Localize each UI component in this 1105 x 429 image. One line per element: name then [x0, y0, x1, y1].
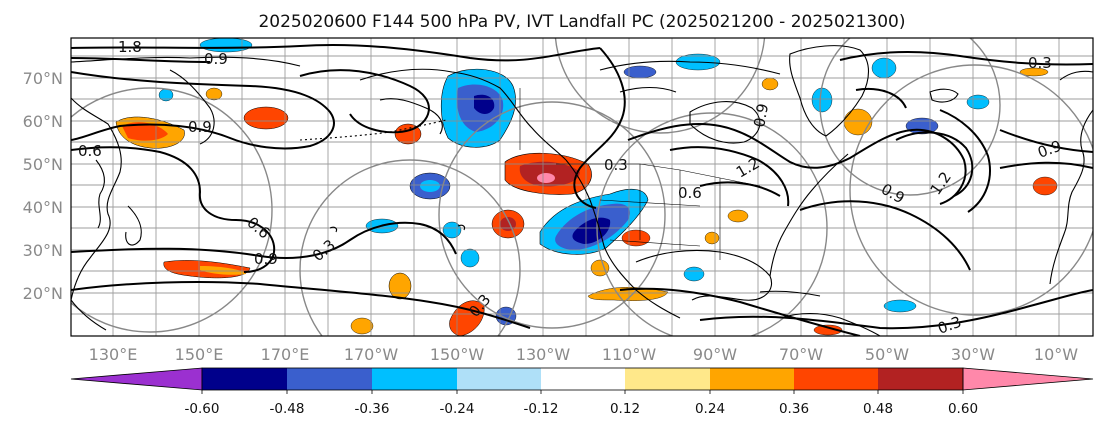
map-frame — [70, 37, 1094, 337]
colorbar-tick-label: -0.48 — [270, 401, 305, 417]
lon-label: 130°E — [89, 345, 138, 364]
lat-label: 70°N — [23, 69, 63, 88]
colorbar-segment — [457, 368, 541, 390]
colorbar-extend-max — [962, 367, 1094, 391]
coastlines — [71, 45, 1093, 336]
lon-label: 170°E — [261, 345, 310, 364]
range-circles — [71, 38, 1093, 336]
colorbar-segments — [70, 367, 1094, 391]
lon-label: 150°E — [175, 345, 224, 364]
lon-label: 130°W — [516, 345, 571, 364]
colorbar-segment — [541, 368, 625, 390]
lon-label: 10°W — [1034, 345, 1078, 364]
lon-label: 110°W — [602, 345, 657, 364]
lon-label: 30°W — [951, 345, 995, 364]
colorbar-segment — [710, 368, 794, 390]
contour-label: 0.9 — [750, 102, 772, 129]
lon-label: 170°W — [344, 345, 399, 364]
contour-label: 0.6 — [678, 184, 702, 202]
colorbar-tick-label: 0.24 — [695, 401, 725, 417]
colorbar-segment — [372, 368, 457, 390]
colorbar-tick-label: 0.48 — [863, 401, 893, 417]
contour-label: 1.8 — [118, 38, 142, 56]
colorbar-tick-label: -0.36 — [355, 401, 390, 417]
colorbar-extend-min — [70, 367, 203, 391]
colorbar-segment — [287, 368, 372, 390]
colorbar-segment — [794, 368, 878, 390]
lon-label: 90°W — [693, 345, 737, 364]
colorbar-tick-label: 0.60 — [948, 401, 978, 417]
figure-title: 2025020600 F144 500 hPa PV, IVT Landfall… — [258, 12, 905, 32]
contour-label: 0.6 — [78, 142, 102, 160]
lat-label: 50°N — [23, 155, 63, 174]
contour-label: 0.3 — [604, 156, 628, 174]
lon-label: 70°W — [779, 345, 823, 364]
pc-contours — [71, 43, 1093, 336]
colorbar-segment — [878, 368, 963, 390]
lat-label: 30°N — [23, 241, 63, 260]
graticule — [71, 38, 1093, 336]
colorbar-ticks — [201, 390, 964, 394]
colorbar-tick-label: -0.24 — [440, 401, 475, 417]
lon-label: 50°W — [865, 345, 909, 364]
contour-label: 0.3 — [935, 313, 964, 338]
map-panel: 1.8 0.9 0.6 0.6 0.9 0.3 0.3 0.3 0.6 1.2 … — [70, 37, 1094, 338]
lat-label: 40°N — [23, 198, 63, 217]
contour-label: 0.9 — [204, 50, 228, 68]
colorbar-tick-label: 0.12 — [610, 401, 640, 417]
lon-label: 150°W — [430, 345, 485, 364]
colorbar-tick-label: -0.60 — [185, 401, 220, 417]
colorbar-frame — [201, 367, 964, 391]
colorbar-tick-label: 0.36 — [779, 401, 809, 417]
lat-label: 20°N — [23, 284, 63, 303]
colorbar-segment — [202, 368, 287, 390]
colorbar-tick-labels: -0.60 -0.48 -0.36 -0.24 -0.12 0.12 0.24 … — [185, 401, 979, 417]
longitude-labels: 130°E 150°E 170°E 170°W 150°W 130°W 110°… — [89, 345, 1079, 364]
latitude-labels: 70°N 60°N 50°N 40°N 30°N 20°N — [23, 69, 63, 303]
contour-label: 0.9 — [254, 250, 278, 268]
lat-label: 60°N — [23, 112, 63, 131]
borders — [519, 88, 761, 260]
colorbar-segment — [625, 368, 710, 390]
colorbar-tick-label: -0.12 — [524, 401, 559, 417]
colorbar: -0.60 -0.48 -0.36 -0.24 -0.12 0.12 0.24 … — [70, 367, 1094, 417]
contour-label: 0.3 — [1028, 54, 1052, 72]
contour-label: 0.9 — [188, 118, 212, 136]
